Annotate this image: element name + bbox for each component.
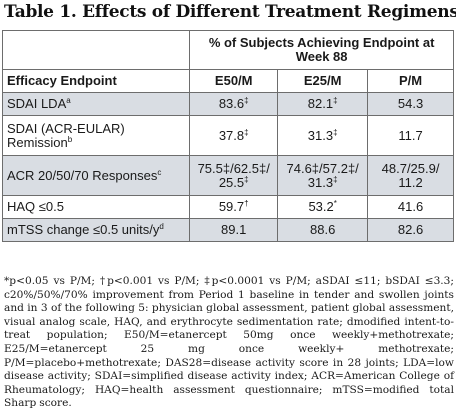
value-text: 82.6 (397, 222, 424, 237)
column-header-pm: P/M (367, 69, 454, 93)
table-row: ACR 20/50/70 Responsesc 75.5‡/62.5‡/ 25.… (1, 155, 454, 196)
value-cell-pm: 48.7/25.9/ 11.2 (367, 155, 454, 196)
table-row: HAQ ≤0.5 59.7† 53.2* 41.6 (1, 195, 454, 219)
value-text: 74.6‡/57.2‡/ 31.3 (286, 160, 359, 190)
value-text: 54.3 (397, 96, 424, 111)
table-row: SDAI (ACR-EULAR) Remissionb 37.8‡ 31.3‡ … (1, 115, 454, 156)
significance-mark: † (244, 199, 249, 208)
column-header-row: Efficacy Endpoint E50/M E25/M P/M (1, 69, 454, 93)
endpoint-footnote-mark: d (159, 222, 164, 231)
endpoint-cell: SDAI LDAa (1, 92, 191, 116)
value-cell-e25m: 74.6‡/57.2‡/ 31.3‡ (277, 155, 369, 196)
significance-mark: * (333, 199, 337, 208)
value-cell-e50m: 59.7† (189, 195, 279, 219)
value-cell-e50m: 83.6‡ (189, 92, 279, 116)
endpoint-label: SDAI LDA (7, 96, 67, 111)
value-text: 75.5‡/62.5‡/ 25.5 (197, 160, 270, 190)
significance-mark: ‡ (333, 174, 338, 184)
value-cell-e25m: 31.3‡ (277, 115, 369, 156)
endpoint-label: mTSS change ≤0.5 units/y (7, 222, 160, 237)
group-header-row: % of Subjects Achieving Endpoint at Week… (1, 30, 454, 70)
significance-mark: ‡ (244, 174, 249, 184)
value-text: 59.7 (218, 199, 245, 214)
value-text: 53.2 (308, 199, 334, 214)
value-cell-e50m: 37.8‡ (189, 115, 279, 156)
column-header-endpoint: Efficacy Endpoint (1, 69, 191, 93)
table-footnote: *p<0.05 vs P/M; †p<0.001 vs P/M; ‡p<0.00… (4, 275, 454, 410)
endpoint-footnote-mark: a (66, 96, 71, 105)
table-row: mTSS change ≤0.5 units/yd 89.1 88.6 82.6 (1, 218, 454, 242)
value-text: 82.1 (307, 96, 334, 111)
value-cell-pm: 54.3 (367, 92, 454, 116)
table-title: Table 1. Effects of Different Treatment … (4, 2, 456, 22)
value-text: 31.3 (307, 127, 334, 143)
column-header-e25m: E25/M (277, 69, 369, 93)
value-cell-e25m: 88.6 (277, 218, 369, 242)
endpoint-footnote-mark: b (67, 134, 73, 144)
endpoint-cell: SDAI (ACR-EULAR) Remissionb (1, 115, 191, 156)
endpoint-label: SDAI (ACR-EULAR) Remission (7, 120, 125, 150)
significance-mark: ‡ (333, 127, 338, 137)
endpoint-footnote-mark: c (157, 167, 162, 177)
value-text: 11.7 (398, 127, 423, 143)
significance-mark: ‡ (244, 96, 249, 105)
value-text: 48.7/25.9/ 11.2 (381, 160, 440, 190)
value-text: 83.6 (218, 96, 245, 111)
value-text: 37.8 (218, 127, 245, 143)
group-header: % of Subjects Achieving Endpoint at Week… (189, 30, 454, 70)
value-cell-pm: 82.6 (367, 218, 454, 242)
value-text: 89.1 (221, 222, 247, 237)
endpoint-cell: ACR 20/50/70 Responsesc (1, 155, 191, 196)
value-cell-pm: 11.7 (367, 115, 454, 156)
value-cell-e50m: 89.1 (189, 218, 279, 242)
column-header-e50m: E50/M (189, 69, 279, 93)
value-text: 41.6 (397, 199, 424, 214)
value-cell-e25m: 82.1‡ (277, 92, 369, 116)
endpoint-label: ACR 20/50/70 Responses (7, 167, 158, 183)
table-row: SDAI LDAa 83.6‡ 82.1‡ 54.3 (1, 92, 454, 116)
endpoint-label: HAQ ≤0.5 (7, 199, 64, 214)
value-cell-e25m: 53.2* (277, 195, 369, 219)
header-empty-cell (1, 30, 191, 70)
endpoint-cell: mTSS change ≤0.5 units/yd (1, 218, 191, 242)
results-table: % of Subjects Achieving Endpoint at Week… (1, 30, 454, 242)
value-cell-pm: 41.6 (367, 195, 454, 219)
endpoint-cell: HAQ ≤0.5 (1, 195, 191, 219)
value-cell-e50m: 75.5‡/62.5‡/ 25.5‡ (189, 155, 279, 196)
significance-mark: ‡ (333, 96, 338, 105)
value-text: 88.6 (310, 222, 336, 237)
significance-mark: ‡ (244, 127, 249, 137)
